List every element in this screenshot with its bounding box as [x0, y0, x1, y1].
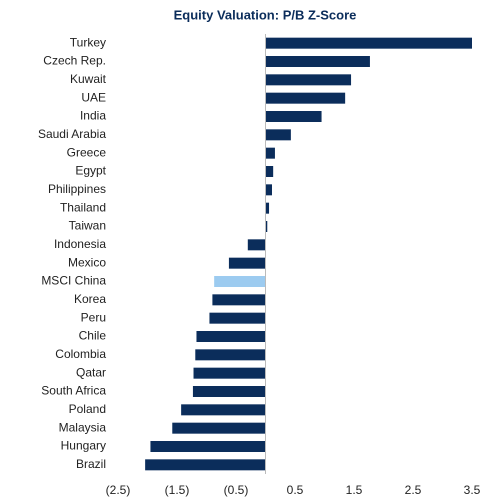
- y-tick-label: Indonesia: [54, 237, 106, 251]
- y-tick-label: Egypt: [75, 164, 106, 178]
- y-tick-label: Poland: [69, 402, 106, 416]
- bar: [265, 184, 272, 196]
- bar: [145, 459, 266, 471]
- y-tick-label: South Africa: [41, 384, 106, 398]
- y-tick-label: Saudi Arabia: [38, 127, 106, 141]
- y-tick-label: India: [80, 109, 106, 123]
- bar: [228, 257, 266, 269]
- y-tick-label: Kuwait: [70, 72, 107, 86]
- y-tick-label: Philippines: [48, 182, 106, 196]
- y-tick-label: Hungary: [61, 439, 106, 453]
- x-tick-label: 3.5: [464, 483, 481, 497]
- y-tick-label: Czech Rep.: [43, 54, 106, 68]
- x-tick-label: 0.5: [287, 483, 304, 497]
- bar: [193, 367, 266, 379]
- bar: [265, 111, 322, 122]
- y-tick-label: Korea: [74, 292, 106, 306]
- y-tick-label: Greece: [67, 145, 107, 159]
- x-tick-label: 1.5: [346, 483, 363, 497]
- chart-title: Equity Valuation: P/B Z-Score: [174, 7, 357, 22]
- bar: [265, 37, 472, 49]
- bar: [150, 441, 266, 452]
- y-tick-label: Chile: [79, 329, 107, 343]
- bar: [195, 349, 266, 361]
- bar: [265, 92, 346, 104]
- bar: [265, 166, 274, 177]
- bar: [192, 386, 266, 397]
- bar: [265, 221, 268, 232]
- y-tick-label: Turkey: [70, 35, 106, 49]
- bar: [265, 56, 370, 67]
- bar: [265, 74, 352, 86]
- bar: [265, 129, 291, 141]
- y-tick-label: Peru: [81, 310, 106, 324]
- bar: [212, 294, 266, 306]
- bar: [247, 239, 266, 251]
- y-tick-label: Malaysia: [59, 420, 107, 434]
- bar: [196, 331, 266, 342]
- bar: [209, 312, 266, 324]
- bar: [181, 404, 266, 416]
- x-tick-label: (0.5): [224, 483, 249, 497]
- y-tick-label: Thailand: [60, 200, 106, 214]
- y-tick-label: Colombia: [55, 347, 106, 361]
- y-tick-label: MSCI China: [41, 274, 106, 288]
- bar: [214, 276, 266, 287]
- y-tick-label: Brazil: [76, 457, 106, 471]
- y-tick-label: Qatar: [76, 365, 106, 379]
- x-tick-label: 2.5: [405, 483, 422, 497]
- x-tick-label: (2.5): [106, 483, 131, 497]
- bar: [265, 147, 275, 159]
- bar: [172, 422, 266, 434]
- y-tick-label: Taiwan: [69, 219, 106, 233]
- x-tick-label: (1.5): [165, 483, 190, 497]
- bar: [265, 202, 270, 214]
- y-tick-label: Mexico: [68, 255, 106, 269]
- y-tick-label: UAE: [81, 90, 106, 104]
